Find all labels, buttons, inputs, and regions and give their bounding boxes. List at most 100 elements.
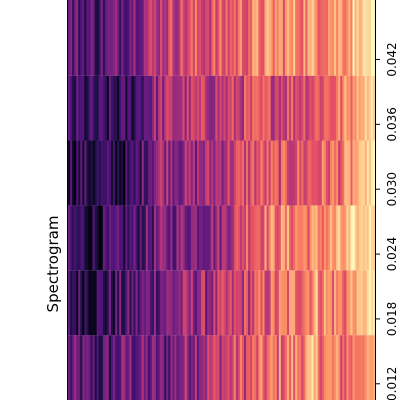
heatmap-cell — [274, 0, 278, 76]
heatmap-cell — [74, 270, 77, 336]
heatmap-cell — [299, 335, 302, 400]
heatmap-cell — [182, 75, 186, 141]
heatmap-cell — [196, 140, 200, 206]
heatmap-cell — [127, 140, 130, 206]
heatmap-cell — [233, 335, 237, 400]
heatmap-cell — [76, 0, 79, 76]
heatmap-cell — [207, 75, 210, 141]
heatmap-cell — [336, 335, 339, 400]
heatmap-cell — [100, 205, 104, 271]
heatmap-cell — [106, 270, 110, 336]
heatmap-cell — [88, 205, 92, 271]
heatmap-cell — [254, 140, 257, 206]
heatmap-cell — [368, 140, 372, 206]
heatmap-cell — [156, 75, 159, 141]
heatmap-cell — [248, 140, 251, 206]
heatmap-cell — [221, 0, 225, 76]
heatmap-cell — [94, 270, 98, 336]
heatmap-cell — [278, 205, 282, 271]
heatmap-cell — [297, 335, 300, 400]
heatmap-cell — [346, 335, 349, 400]
heatmap-cell — [342, 270, 345, 336]
heatmap-cell — [194, 335, 198, 400]
heatmap-cell — [119, 205, 122, 271]
heatmap-cell — [198, 335, 202, 400]
heatmap-cell — [299, 270, 302, 336]
heatmap-cell — [299, 0, 302, 76]
heatmap-cell — [262, 75, 266, 141]
heatmap-cell — [264, 75, 268, 141]
heatmap-cell — [368, 270, 372, 336]
heatmap-cell — [108, 0, 112, 76]
heatmap-cell — [356, 75, 360, 141]
heatmap-cell — [280, 205, 284, 271]
heatmap-cell — [366, 0, 370, 76]
heatmap-cell — [121, 205, 124, 271]
heatmap-cell — [309, 205, 313, 271]
heatmap-cell — [297, 270, 300, 336]
heatmap-cell — [192, 140, 196, 206]
heatmap-cell — [139, 335, 143, 400]
heatmap-cell — [153, 335, 157, 400]
heatmap-cell — [282, 205, 286, 271]
heatmap-cell — [293, 270, 296, 336]
heatmap-cell — [227, 75, 231, 141]
heatmap-cell — [256, 0, 259, 76]
heatmap-cell — [96, 75, 100, 141]
heatmap-cell — [286, 140, 290, 206]
heatmap-cell — [329, 205, 333, 271]
heatmap-cell — [96, 335, 100, 400]
heatmap-cell — [338, 270, 341, 336]
heatmap-cell — [143, 205, 147, 271]
heatmap-cell — [166, 335, 169, 400]
heatmap-cell — [366, 75, 370, 141]
heatmap-cell — [289, 140, 292, 206]
heatmap-cell — [123, 335, 126, 400]
heatmap-cell — [233, 205, 237, 271]
heatmap-cell — [94, 335, 98, 400]
heatmap-cell — [360, 0, 364, 76]
heatmap-cell — [229, 140, 233, 206]
heatmap-cell — [80, 140, 83, 206]
heatmap-cell — [82, 0, 85, 76]
heatmap-cell — [106, 205, 110, 271]
heatmap-cell — [190, 270, 194, 336]
heatmap-cell — [241, 270, 245, 336]
heatmap-cell — [252, 140, 255, 206]
heatmap-cell — [78, 335, 81, 400]
heatmap-cell — [237, 335, 241, 400]
heatmap-cell — [291, 270, 294, 336]
heatmap-cell — [356, 335, 360, 400]
heatmap-cell — [162, 335, 165, 400]
heatmap-cell — [168, 140, 171, 206]
heatmap-cell — [268, 335, 272, 400]
heatmap-cell — [170, 75, 173, 141]
heatmap-cell — [88, 335, 92, 400]
heatmap-cell — [174, 140, 178, 206]
heatmap-cell — [289, 0, 292, 76]
heatmap-cell — [231, 75, 235, 141]
heatmap-cell — [264, 0, 268, 76]
heatmap-cell — [350, 335, 354, 400]
heatmap-cell — [127, 270, 130, 336]
heatmap-cell — [104, 75, 108, 141]
heatmap-cell — [293, 205, 296, 271]
heatmap-cell — [143, 270, 147, 336]
heatmap-cell — [196, 205, 200, 271]
heatmap-cell — [121, 75, 124, 141]
heatmap-cell — [368, 205, 372, 271]
heatmap-cell — [80, 335, 83, 400]
heatmap-cell — [198, 270, 202, 336]
heatmap-cell — [164, 205, 167, 271]
heatmap-cell — [289, 270, 292, 336]
heatmap-cell — [334, 335, 337, 400]
heatmap-cell — [372, 270, 376, 336]
heatmap-cell — [72, 205, 75, 271]
heatmap-cell — [342, 75, 345, 141]
heatmap-cell — [121, 0, 124, 76]
heatmap-cell — [68, 205, 71, 271]
heatmap-cell — [340, 0, 343, 76]
heatmap-cell — [162, 205, 165, 271]
heatmap-cell — [131, 0, 135, 76]
heatmap-cell — [233, 0, 237, 76]
